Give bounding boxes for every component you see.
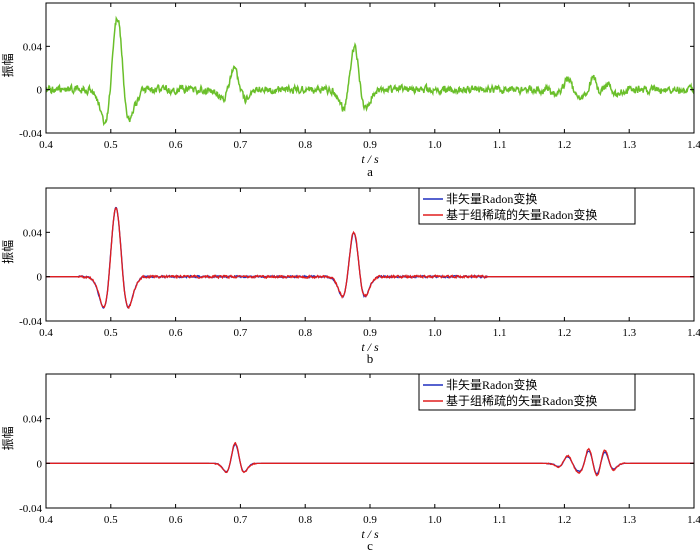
panel-caption: b — [367, 351, 374, 366]
legend-entry: 非矢量Radon变换 — [446, 191, 537, 206]
x-tick-label: 0.5 — [104, 514, 118, 526]
panel-c: 0.4 0.5 0.6 0.7 0.8 0.9 1.0 1.1 1.2 1.3 1.4 -0.04 0 0… — [0, 373, 700, 553]
legend-entry: 基于组稀疏的矢量Radon变换 — [446, 207, 597, 222]
y-tick-label: -0.04 — [19, 316, 42, 328]
x-tick-label: 0.5 — [104, 327, 118, 339]
y-axis-label: 振幅 — [0, 53, 15, 77]
x-tick-label: 0.7 — [234, 327, 248, 339]
x-tick-label: 1.2 — [558, 327, 572, 339]
x-tick-label: 0.4 — [39, 327, 53, 339]
x-tick-label: 0.9 — [363, 514, 377, 526]
series-line-b-1 — [46, 207, 694, 310]
x-tick-label: 0.5 — [104, 139, 118, 151]
x-tick-label: 1.3 — [622, 514, 636, 526]
x-tick-label: 1.0 — [428, 327, 442, 339]
panel-caption: a — [367, 164, 373, 179]
x-tick-label: 1.1 — [493, 139, 507, 151]
x-tick-label: 0.7 — [234, 514, 248, 526]
x-tick-label: 1.1 — [493, 327, 507, 339]
x-tick-label: 1.1 — [493, 514, 507, 526]
y-tick-label: 0.04 — [23, 227, 43, 239]
x-axis-label: t / s — [361, 527, 379, 541]
panel-caption: c — [367, 538, 373, 553]
y-tick-label: 0 — [37, 272, 43, 284]
x-tick-label: 1.0 — [428, 514, 442, 526]
x-tick-label: 0.6 — [169, 514, 183, 526]
y-tick-label: 0.04 — [23, 414, 43, 426]
legend-entry: 非矢量Radon变换 — [446, 377, 537, 392]
legend-box — [418, 373, 636, 411]
y-tick-label: 0 — [37, 85, 43, 97]
x-tick-label: 0.8 — [298, 139, 312, 151]
x-axis-label: t / s — [361, 152, 379, 166]
x-tick-label: 1.2 — [558, 139, 572, 151]
series-line-c-1 — [46, 441, 694, 477]
series-line-c-0 — [46, 443, 694, 475]
x-tick-label: 0.6 — [169, 327, 183, 339]
x-tick-label: 1.0 — [428, 139, 442, 151]
y-axis-label: 振幅 — [0, 426, 15, 450]
x-tick-label: 0.8 — [298, 327, 312, 339]
legend-entry: 基于组稀疏的矢量Radon变换 — [446, 393, 597, 408]
x-axis-label: t / s — [361, 340, 379, 354]
y-axis-label: 振幅 — [0, 240, 15, 264]
x-tick-label: 1.3 — [622, 327, 636, 339]
x-tick-label: 0.9 — [363, 139, 377, 151]
y-tick-label: 0.04 — [23, 41, 43, 53]
legend-box — [418, 187, 636, 225]
panel-b: 0.4 0.5 0.6 0.7 0.8 0.9 1.0 1.1 1.2 1.3 1.4 -0.04 0 0… — [0, 187, 700, 366]
y-tick-label: 0 — [37, 458, 43, 470]
x-tick-label: 0.7 — [234, 139, 248, 151]
x-tick-label: 1.2 — [558, 514, 572, 526]
plot-frame — [45, 2, 695, 134]
x-tick-label: 0.6 — [169, 139, 183, 151]
y-tick-label: -0.04 — [19, 503, 42, 515]
y-tick-label: -0.04 — [19, 128, 42, 140]
panel-a: 0.4 0.5 0.6 0.7 0.8 0.9 1.0 1.1 1.2 1.3 1.4 -0.04 0 0… — [0, 2, 700, 179]
x-tick-label: 0.8 — [298, 514, 312, 526]
x-tick-label: 0.4 — [39, 139, 53, 151]
x-tick-label: 1.4 — [687, 514, 700, 526]
series-line-a-0 — [46, 15, 694, 127]
x-tick-label: 1.4 — [687, 327, 700, 339]
x-tick-label: 1.3 — [622, 139, 636, 151]
x-tick-label: 0.4 — [39, 514, 53, 526]
x-tick-label: 0.9 — [363, 327, 377, 339]
x-tick-label: 1.4 — [687, 139, 700, 151]
